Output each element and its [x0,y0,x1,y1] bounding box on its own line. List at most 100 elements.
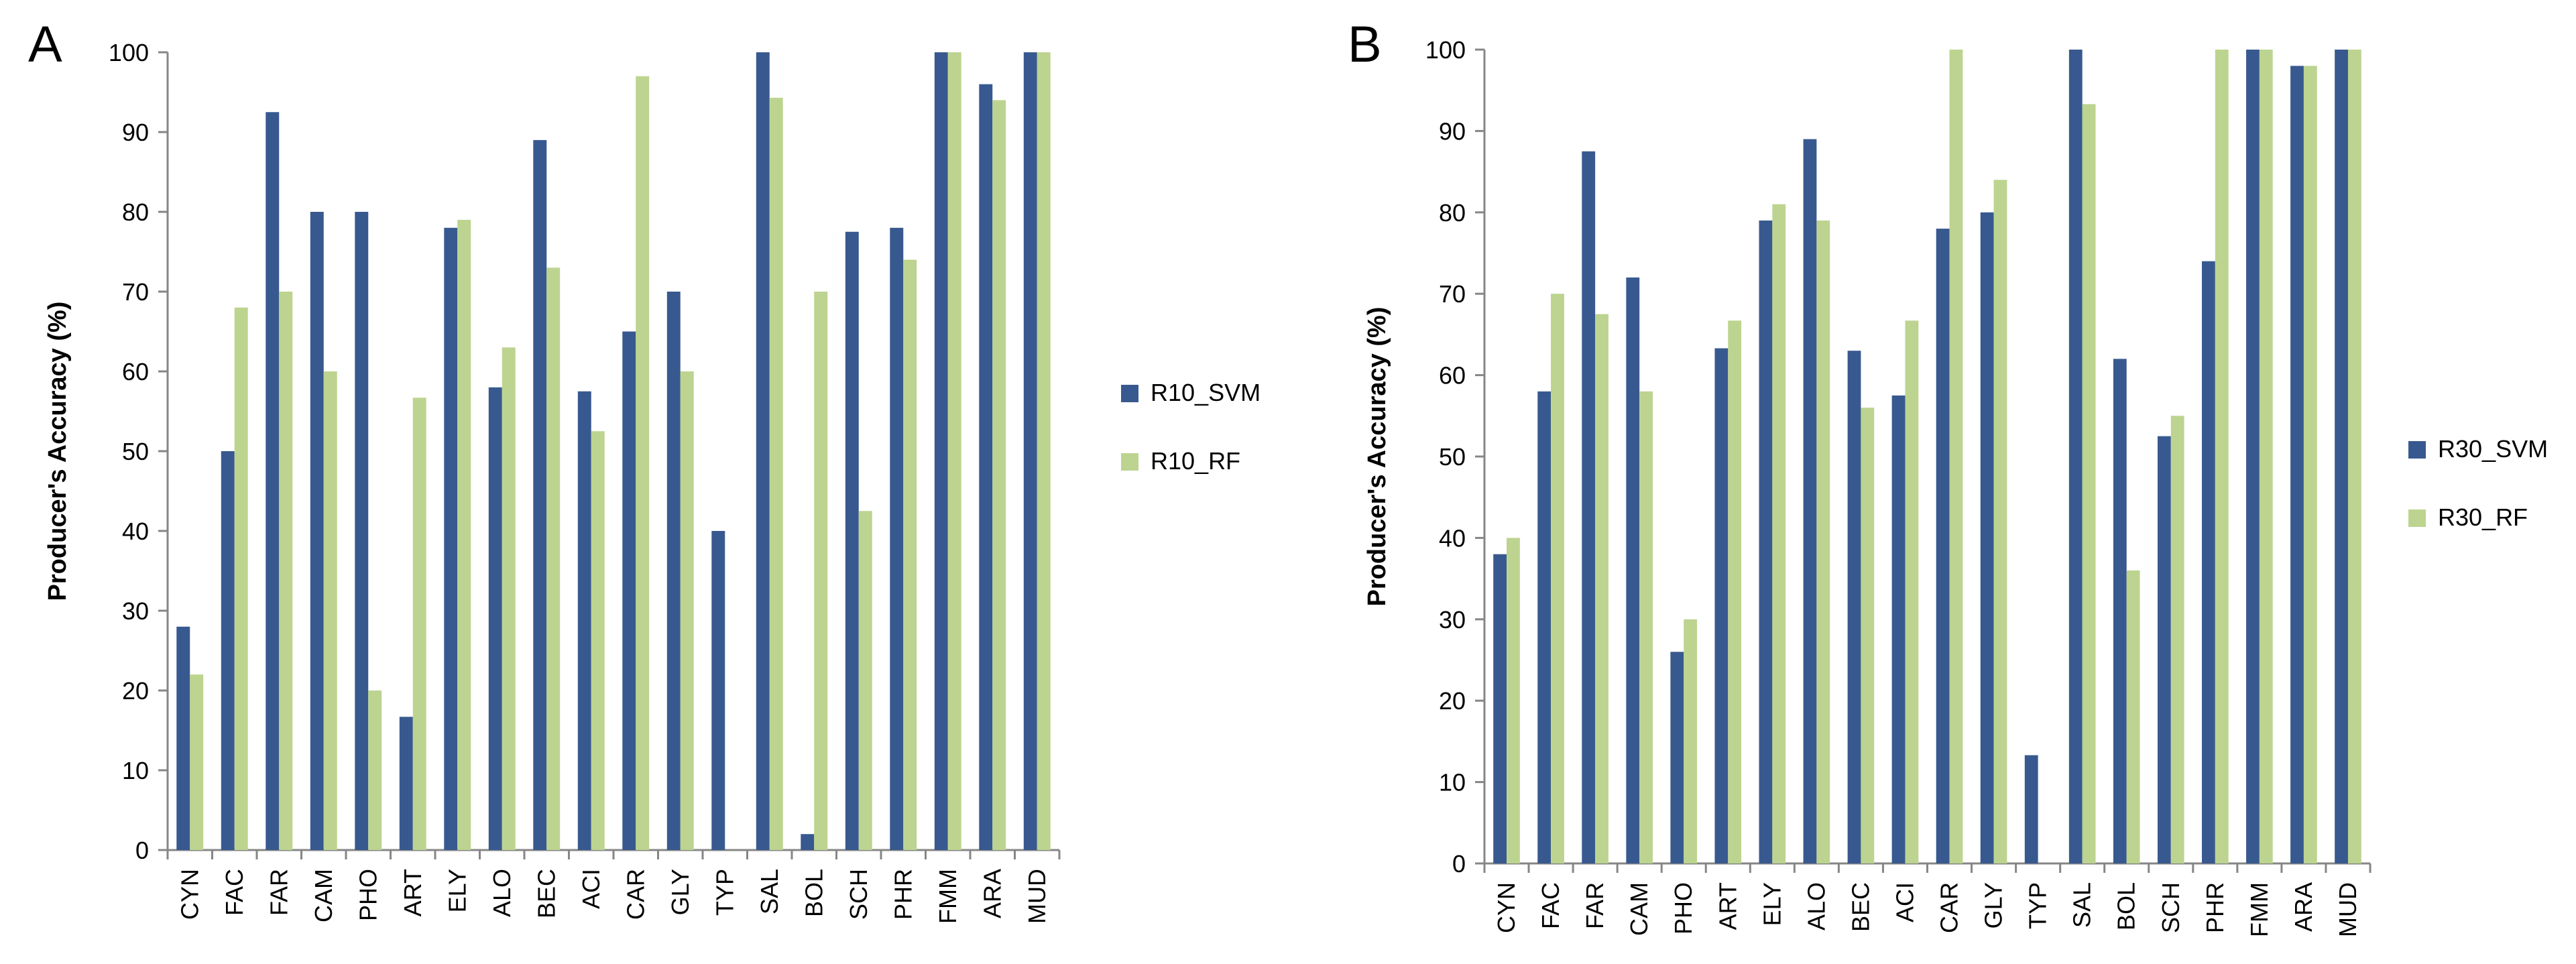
panel-b-bar-r30-rf-ely [1772,204,1786,863]
panel-a-bar-r10-svm-art [399,717,413,850]
panel-a-bar-r10-svm-alo [488,387,502,850]
panel-b-bar-r30-svm-far [1582,151,1596,863]
panel-a-bar-r10-svm-ara [979,84,993,851]
panel-a-x-tick-label-sal: SAL [756,869,783,914]
panel-a-x-tick-label-cyn: CYN [176,869,203,920]
panel-a-y-tick-label: 50 [122,438,149,465]
panel-a-bar-r10-rf-fac [234,307,248,850]
panel-b-bar-r30-rf-fmm [2259,50,2273,863]
panel-b-bar-r30-rf-gly [1993,180,2007,863]
panel-b-y-tick-label: 40 [1439,524,1466,552]
panel-b-bar-r30-rf-fac [1551,294,1564,863]
panel-b-bar-r30-rf-bol [2126,570,2140,863]
panel-a-y-tick-label: 80 [122,198,149,226]
panel-b-y-tick-label: 10 [1439,769,1466,796]
panel-a-bar-r10-rf-ely [457,219,471,850]
panel-b-bar-r30-svm-gly [1980,212,1994,863]
panel-a-bar-r10-rf-gly [680,371,694,850]
panel-a-x-tick-label-car: CAR [622,869,649,920]
panel-a-x-tick-label-cam: CAM [310,869,337,922]
panel-a-bar-r10-rf-pho [368,690,382,850]
panel-b-bar-r30-svm-sal [2068,50,2083,863]
panel-b-x-tick-label-far: FAR [1581,882,1608,929]
panel-a-x-tick-label-phr: PHR [889,869,917,920]
panel-a-bar-r10-svm-aci [577,391,591,850]
panel-a-bar-r10-svm-typ [711,531,725,850]
panel-a-x-tick-label-bec: BEC [532,869,560,918]
panel-b-x-tick-label-bec: BEC [1847,882,1874,932]
panel-a-y-tick-label: 100 [109,39,149,66]
panel-b-legend-label-r30-svm: R30_SVM [2438,435,2548,463]
panel-b-x-tick-label-sch: SCH [2157,882,2184,933]
panel-b-x-tick-label-ely: ELY [1758,882,1785,926]
panel-a-y-tick-label: 20 [122,677,149,705]
panel-b-x-tick-label-alo: ALO [1802,882,1830,930]
panel-b-y-tick-label: 50 [1439,443,1466,471]
panel-b-x-tick-label-fac: FAC [1537,882,1564,929]
panel-b-bar-r30-rf-cam [1639,391,1653,863]
panel-a-y-tick-label: 30 [122,597,149,625]
panel-a-y-axis-label: Producer's Accuracy (%) [44,302,72,601]
panel-a-bar-r10-svm-far [266,112,280,850]
panel-a-bar-r10-svm-bol [801,834,815,850]
panel-a-bar-r10-rf-phr [903,259,917,850]
panel-a-bar-r10-rf-bec [546,267,561,850]
panel-a-x-tick-label-art: ART [399,869,426,916]
panel-a-bar-r10-svm-sal [756,52,770,850]
panel-a-y-tick-label: 60 [122,358,149,385]
panel-a-bar-r10-rf-cyn [190,674,204,850]
panel-b-x-tick-label-mud: MUD [2334,882,2361,937]
panel-b-bar-r30-svm-fmm [2246,50,2260,863]
panel-b-bar-r30-svm-alo [1803,139,1817,863]
panel-a-bar-r10-svm-phr [890,227,904,850]
panel-a-bar-r10-rf-fmm [947,52,961,850]
panel-b-y-tick-label: 80 [1439,199,1466,227]
panel-b-bar-r30-rf-car [1949,50,1963,863]
panel-a-x-tick-label-gly: GLY [666,869,694,915]
panel-b-bar-r30-svm-bol [2113,359,2127,863]
panel-a-bar-r10-svm-cam [310,212,324,850]
panel-b-bar-r30-svm-pho [1670,652,1684,863]
panel-a-bar-r10-rf-art [412,398,426,850]
panel-b-bar-r30-rf-mud [2347,50,2361,863]
panel-a-bar-r10-rf-far [279,292,293,850]
panel-b-x-tick-label-phr: PHR [2201,882,2229,933]
panel-a-x-tick-label-alo: ALO [488,869,516,917]
panel-a-bar-r10-rf-sal [769,97,783,851]
panel-b-bar-r30-svm-fac [1537,391,1552,863]
panel-a-bar-r10-svm-car [622,331,636,850]
panel-a-bar-r10-rf-bol [814,292,828,850]
panel-b-x-tick-label-cyn: CYN [1492,882,1520,933]
panel-b-bar-r30-svm-aci [1891,395,1906,863]
panel-a-bar-r10-svm-cyn [176,626,190,850]
panel-b-legend-swatch-r30-rf [2408,509,2426,527]
panel-b-bar-r30-rf-art [1728,320,1742,864]
panel-a-bar-r10-svm-mud [1023,52,1037,850]
panel-b-bar-r30-svm-cam [1626,277,1640,863]
panel-a-x-tick-label-typ: TYP [711,869,738,916]
panel-a-bar-r10-rf-aci [591,431,605,850]
chart-panel-a: A Producer's Accuracy (%) 0 10 20 30 40 50 60 70 8… [28,16,1261,924]
panel-b-bar-r30-rf-phr [2215,50,2229,863]
panel-a-y-tick-label: 40 [122,518,149,545]
panel-a-bar-r10-rf-cam [323,371,337,850]
panel-a-x-tick-label-fac: FAC [221,869,248,916]
panel-a-x-tick-label-sch: SCH [845,869,872,920]
panel-b-bar-r30-rf-cyn [1507,538,1520,863]
panel-a-x-tick-label-bol: BOL [800,869,827,917]
panel-b-y-tick-label: 100 [1425,36,1466,64]
panel-a-y-tick-label: 70 [122,278,149,306]
panel-a-legend-swatch-r10-rf [1121,453,1138,471]
panel-b-y-tick-label: 20 [1439,687,1466,715]
panel-a-x-tick-label-ara: ARA [978,869,1006,918]
panel-b-bar-r30-rf-far [1595,314,1608,863]
panel-a-x-tick-label-pho: PHO [354,869,382,921]
panel-b-x-tick-label-aci: ACI [1891,882,1918,922]
panel-b-bar-r30-rf-sal [2082,104,2096,863]
panel-b-bar-r30-svm-phr [2202,261,2215,863]
panel-b-bar-r30-svm-ara [2290,66,2304,863]
panel-b-bar-r30-rf-alo [1816,220,1830,863]
panel-b-x-tick-label-ara: ARA [2290,882,2317,932]
panel-b-y-tick-label: 70 [1439,280,1466,308]
panel-b-x-tick-label-gly: GLY [1980,882,2007,928]
